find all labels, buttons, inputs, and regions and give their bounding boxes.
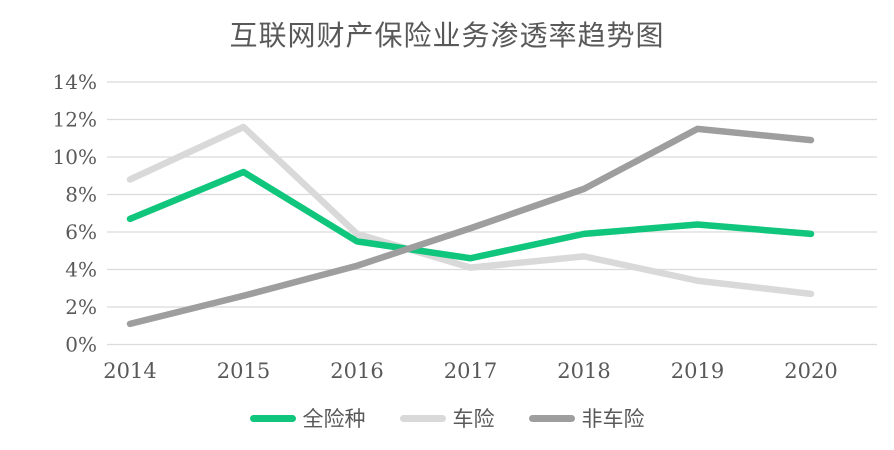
y-axis-tick-label: 8% [65, 183, 97, 207]
x-axis-tick-label: 2016 [330, 359, 383, 383]
legend-swatch [399, 414, 446, 422]
legend-label: 车险 [452, 407, 495, 431]
chart-legend: 全险种 车险 非车险 [0, 403, 894, 433]
y-axis-tick-label: 12% [53, 108, 97, 132]
legend-label: 非车险 [581, 407, 645, 431]
legend-label: 全险种 [302, 407, 366, 431]
y-axis-tick-label: 0% [65, 333, 97, 357]
y-axis-tick-label: 2% [65, 295, 97, 319]
y-axis-tick-label: 14% [53, 70, 97, 94]
y-axis-tick-label: 10% [53, 145, 97, 169]
x-axis-tick-label: 2015 [217, 359, 270, 383]
series-line-车险 [126, 123, 815, 298]
series-line-非车险 [126, 125, 815, 328]
legend-item-全险种: 全险种 [249, 403, 366, 433]
x-axis-tick-label: 2017 [444, 359, 497, 383]
y-axis-tick-label: 6% [65, 220, 97, 244]
legend-item-非车险: 非车险 [528, 403, 645, 433]
legend-item-车险: 车险 [399, 403, 495, 433]
x-axis-tick-label: 2019 [671, 359, 724, 383]
x-axis-tick-label: 2014 [103, 359, 156, 383]
legend-swatch [249, 414, 296, 422]
legend-swatch [528, 414, 575, 422]
series-line-全险种 [126, 168, 815, 262]
y-axis-tick-label: 4% [65, 258, 97, 282]
chart-title: 互联网财产保险业务渗透率趋势图 [229, 19, 665, 52]
x-axis-tick-label: 2018 [557, 359, 610, 383]
x-axis-tick-label: 2020 [784, 359, 837, 383]
